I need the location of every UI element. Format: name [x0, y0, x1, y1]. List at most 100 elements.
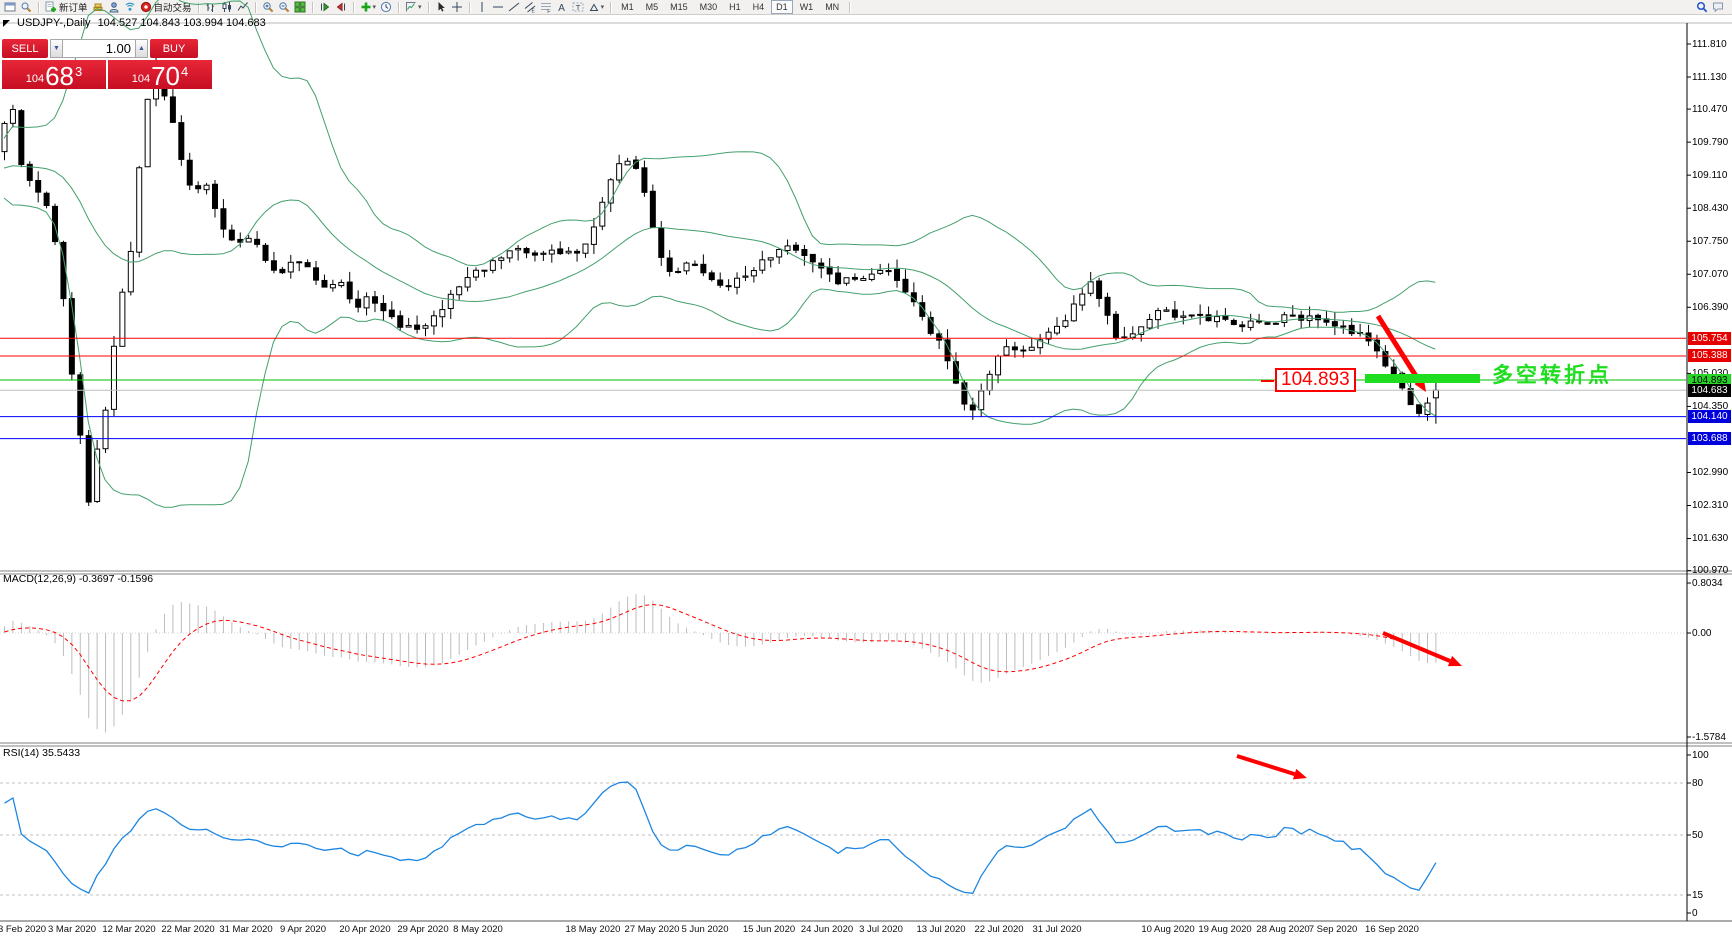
candle	[119, 288, 126, 347]
candle	[624, 157, 631, 166]
macd-arrow-shaft	[1382, 631, 1451, 663]
candle-body-bear	[1171, 309, 1178, 318]
svg-text:A: A	[558, 3, 565, 13]
signals-icon[interactable]	[122, 1, 138, 14]
timeframe-h1[interactable]: H1	[729, 2, 741, 12]
candle	[321, 274, 328, 288]
autotrade-icon[interactable]: 自动交易	[138, 1, 194, 14]
dropdown-caret-icon[interactable]: ▾	[600, 4, 605, 11]
timeframe-h4[interactable]: H4	[752, 2, 765, 12]
candle	[1222, 308, 1229, 322]
candle-body-bull	[548, 249, 555, 255]
candle-body-bull	[860, 277, 867, 281]
candle	[944, 329, 951, 370]
candle-body-bear	[969, 404, 976, 411]
candle-body-bear	[902, 278, 909, 293]
zoom-in-icon[interactable]	[260, 1, 276, 14]
price-badge: 104.893	[1688, 373, 1731, 387]
candle-body-bull	[590, 226, 597, 245]
date-label: 28 Aug 2020	[1256, 924, 1310, 935]
shapes-icon[interactable]: ▾	[586, 1, 607, 14]
trade-group: 新订单 自动交易	[43, 0, 194, 15]
timeframe-m1[interactable]: M1	[621, 2, 634, 12]
sell-button[interactable]: SELL	[2, 39, 48, 58]
volume-decrease-button[interactable]: ▼	[50, 39, 63, 58]
volume-increase-button[interactable]: ▲	[135, 39, 148, 58]
window-zoom-icon[interactable]	[18, 1, 34, 14]
candle	[18, 109, 25, 168]
candle	[734, 272, 741, 295]
vline-icon[interactable]	[474, 1, 490, 14]
candle-body-bull	[759, 259, 766, 271]
text-icon[interactable]: A	[554, 1, 570, 14]
macd-name: MACD(12,26,9)	[3, 573, 76, 585]
price-tick-label: 107.070	[1692, 268, 1729, 280]
chat-icon[interactable]	[1710, 1, 1726, 14]
timeframe-m15[interactable]: M15	[670, 2, 688, 12]
template-group: ▾	[403, 0, 424, 15]
bar-chart-icon[interactable]	[203, 1, 219, 14]
candle-body-bear	[414, 324, 421, 330]
dropdown-caret-icon[interactable]: ▾	[372, 4, 377, 11]
candle-body-bull	[405, 324, 412, 328]
candle-body-bear	[1239, 324, 1246, 328]
candle-body-bull	[1028, 346, 1035, 351]
candle-body-bear	[18, 110, 25, 165]
timeframe-d1[interactable]: D1	[771, 0, 793, 14]
sell-price-display[interactable]: 104 68 3	[2, 60, 106, 89]
candle	[675, 267, 682, 274]
search-icon[interactable]	[1694, 1, 1710, 14]
rsi-indicator-label: RSI(14) 35.5433	[3, 747, 80, 759]
label-icon[interactable]: T	[570, 1, 586, 14]
chart-shift-icon[interactable]	[333, 1, 349, 14]
crosshair-icon[interactable]	[449, 1, 465, 14]
buy-button[interactable]: BUY	[150, 39, 198, 58]
candle-body-bear	[220, 208, 227, 230]
new-order-icon[interactable]: 新订单	[43, 1, 90, 14]
auto-scroll-icon[interactable]	[317, 1, 333, 14]
timeframe-m5[interactable]: M5	[645, 2, 659, 12]
candle-body-bear	[1020, 349, 1027, 352]
periods-icon[interactable]	[378, 1, 394, 14]
templates-icon[interactable]: ▾	[403, 1, 424, 14]
candle	[910, 282, 917, 307]
new-chart-icon[interactable]	[2, 1, 18, 14]
candle	[169, 89, 176, 124]
candle	[1323, 310, 1330, 326]
channel-icon[interactable]: E	[522, 1, 538, 14]
price-level-label[interactable]: 104.893	[1275, 368, 1356, 392]
candle	[110, 335, 117, 417]
date-label: 19 Aug 2020	[1198, 924, 1252, 935]
candle	[708, 270, 715, 282]
candle-chart-icon[interactable]	[219, 1, 235, 14]
community-icon[interactable]	[106, 1, 122, 14]
zoom-out-icon[interactable]	[276, 1, 292, 14]
hline-icon[interactable]	[490, 1, 506, 14]
candle-body-bear	[700, 263, 707, 274]
turning-point-bar[interactable]	[1365, 374, 1480, 383]
fibonacci-icon[interactable]: F	[538, 1, 554, 14]
indicators-icon[interactable]: ▾	[358, 1, 379, 14]
cursor-icon[interactable]	[433, 1, 449, 14]
candle	[245, 234, 252, 243]
timeframe-m30[interactable]: M30	[699, 2, 718, 12]
timeframe-w1[interactable]: W1	[799, 2, 814, 12]
price-tick-label: 106.390	[1692, 301, 1729, 313]
price-badge: 103.688	[1688, 432, 1731, 446]
candle	[1331, 311, 1338, 336]
candle	[590, 217, 597, 254]
volume-input[interactable]	[63, 39, 135, 58]
candle	[801, 244, 808, 266]
candle-body-bear	[228, 229, 235, 241]
candle-body-bull	[1146, 318, 1153, 329]
candle-body-bear	[380, 302, 387, 312]
candle	[1070, 295, 1077, 322]
trendline-icon[interactable]	[506, 1, 522, 14]
timeframe-mn[interactable]: MN	[825, 2, 840, 12]
candle	[750, 267, 757, 283]
candle	[1163, 306, 1170, 312]
tile-windows-icon[interactable]	[292, 1, 308, 14]
dropdown-caret-icon[interactable]: ▾	[418, 4, 422, 11]
buy-price-display[interactable]: 104 70 4	[108, 60, 212, 89]
